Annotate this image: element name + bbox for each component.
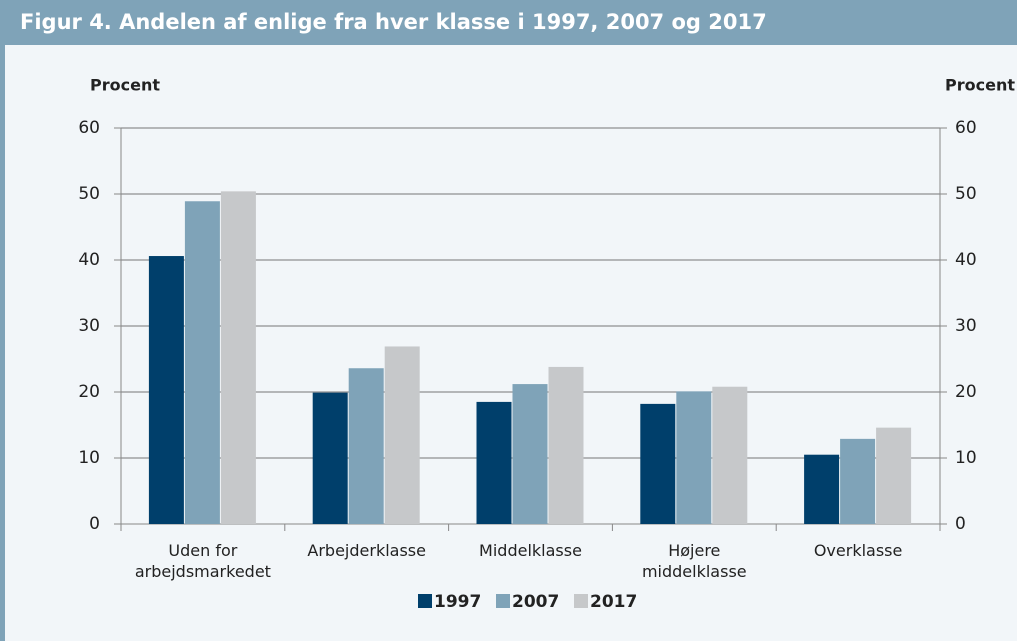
y-tick-label: 20	[78, 382, 100, 402]
x-tick-label: Arbejderklasse	[307, 541, 426, 560]
bar	[548, 366, 584, 524]
x-tick-label: Højere middelklasse	[641, 541, 747, 581]
y-tick-label: 0	[89, 514, 100, 534]
legend-swatch	[496, 594, 510, 608]
y-tick-label: 40	[78, 250, 100, 270]
y2-tick-label: 30	[955, 316, 977, 336]
x-tick-label: Uden for arbejdsmarkedet	[134, 541, 271, 581]
y-axis-label: Procent	[90, 76, 160, 95]
x-tick-label: Overklasse	[813, 541, 903, 560]
y2-axis-label: Procent	[945, 76, 1015, 95]
y-tick-label: 10	[78, 448, 100, 468]
chart-title: Figur 4. Andelen af enlige fra hver klas…	[0, 0, 1017, 45]
bar	[384, 346, 420, 524]
bar	[804, 454, 840, 524]
y2-tick-label: 50	[955, 184, 977, 204]
bar	[312, 392, 348, 524]
bar	[348, 368, 384, 524]
bar	[184, 201, 220, 524]
y2-tick-label: 40	[955, 250, 977, 270]
bar	[640, 403, 676, 524]
legend-label: 1997	[434, 592, 481, 612]
legend-swatch	[418, 594, 432, 608]
y2-tick-label: 20	[955, 382, 977, 402]
bar	[840, 438, 876, 524]
bar	[876, 427, 912, 524]
legend-swatch	[574, 594, 588, 608]
bar	[712, 386, 748, 524]
bar	[148, 256, 184, 524]
y-tick-label: 50	[78, 184, 100, 204]
legend-label: 2017	[590, 592, 637, 612]
bar	[476, 401, 512, 524]
legend-label: 2007	[512, 592, 559, 612]
y-tick-label: 30	[78, 316, 100, 336]
left-border	[0, 45, 5, 641]
bar	[220, 191, 256, 525]
y2-tick-label: 60	[955, 118, 977, 138]
bar	[676, 391, 712, 524]
y-tick-label: 60	[78, 118, 100, 138]
y2-tick-label: 10	[955, 448, 977, 468]
y2-tick-label: 0	[955, 514, 966, 534]
x-tick-label: Middelklasse	[479, 541, 582, 560]
bar	[512, 384, 548, 524]
